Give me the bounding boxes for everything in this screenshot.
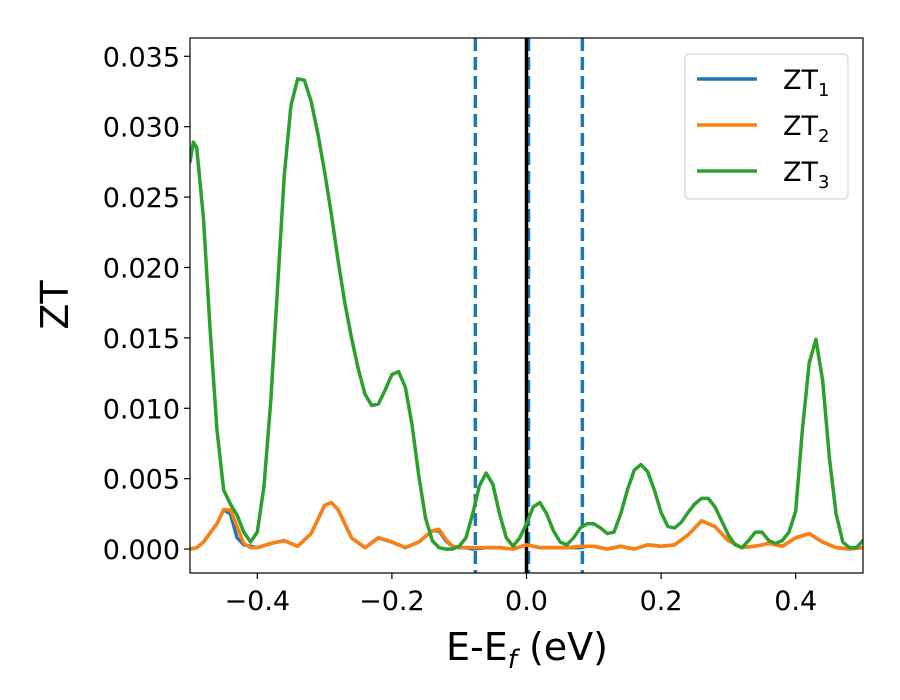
y-axis-title: ZT	[33, 280, 77, 330]
x-axis-title-main: E-E	[446, 625, 508, 669]
legend-label-zt3: ZT3	[783, 157, 829, 193]
y-tick-label: 0.020	[103, 253, 180, 284]
x-axis-title-unit: (eV)	[517, 625, 608, 669]
legend-label-zt1: ZT1	[783, 65, 829, 101]
x-tick-label: 0.2	[640, 586, 683, 617]
x-tick-label: −0.2	[359, 586, 425, 617]
x-tick-label: −0.4	[225, 586, 291, 617]
legend: ZT1 ZT2 ZT3	[684, 53, 849, 200]
y-tick-label: 0.025	[103, 183, 180, 214]
series-lines	[190, 77, 863, 551]
y-tick-label: 0.030	[103, 113, 180, 144]
legend-label-zt2: ZT2	[783, 111, 829, 147]
x-axis-title: E-Ef (eV)	[446, 625, 608, 675]
y-tick-label: 0.000	[103, 535, 180, 566]
series-line-zt3	[190, 77, 863, 551]
y-tick-label: 0.035	[103, 42, 180, 73]
x-tick-label: 0.0	[505, 586, 548, 617]
x-axis-ticks: −0.4 −0.2 0.0 0.2 0.4	[225, 573, 817, 617]
reference-lines	[473, 38, 585, 573]
y-tick-label: 0.010	[103, 394, 180, 425]
y-tick-label: 0.005	[103, 465, 180, 496]
legend-frame	[684, 53, 849, 200]
y-tick-label: 0.015	[103, 324, 180, 355]
series-line-zt2	[190, 500, 863, 551]
x-tick-label: 0.4	[774, 586, 817, 617]
y-axis-ticks: 0.000 0.005 0.010 0.015 0.020 0.025 0.030 0.035	[103, 42, 190, 566]
